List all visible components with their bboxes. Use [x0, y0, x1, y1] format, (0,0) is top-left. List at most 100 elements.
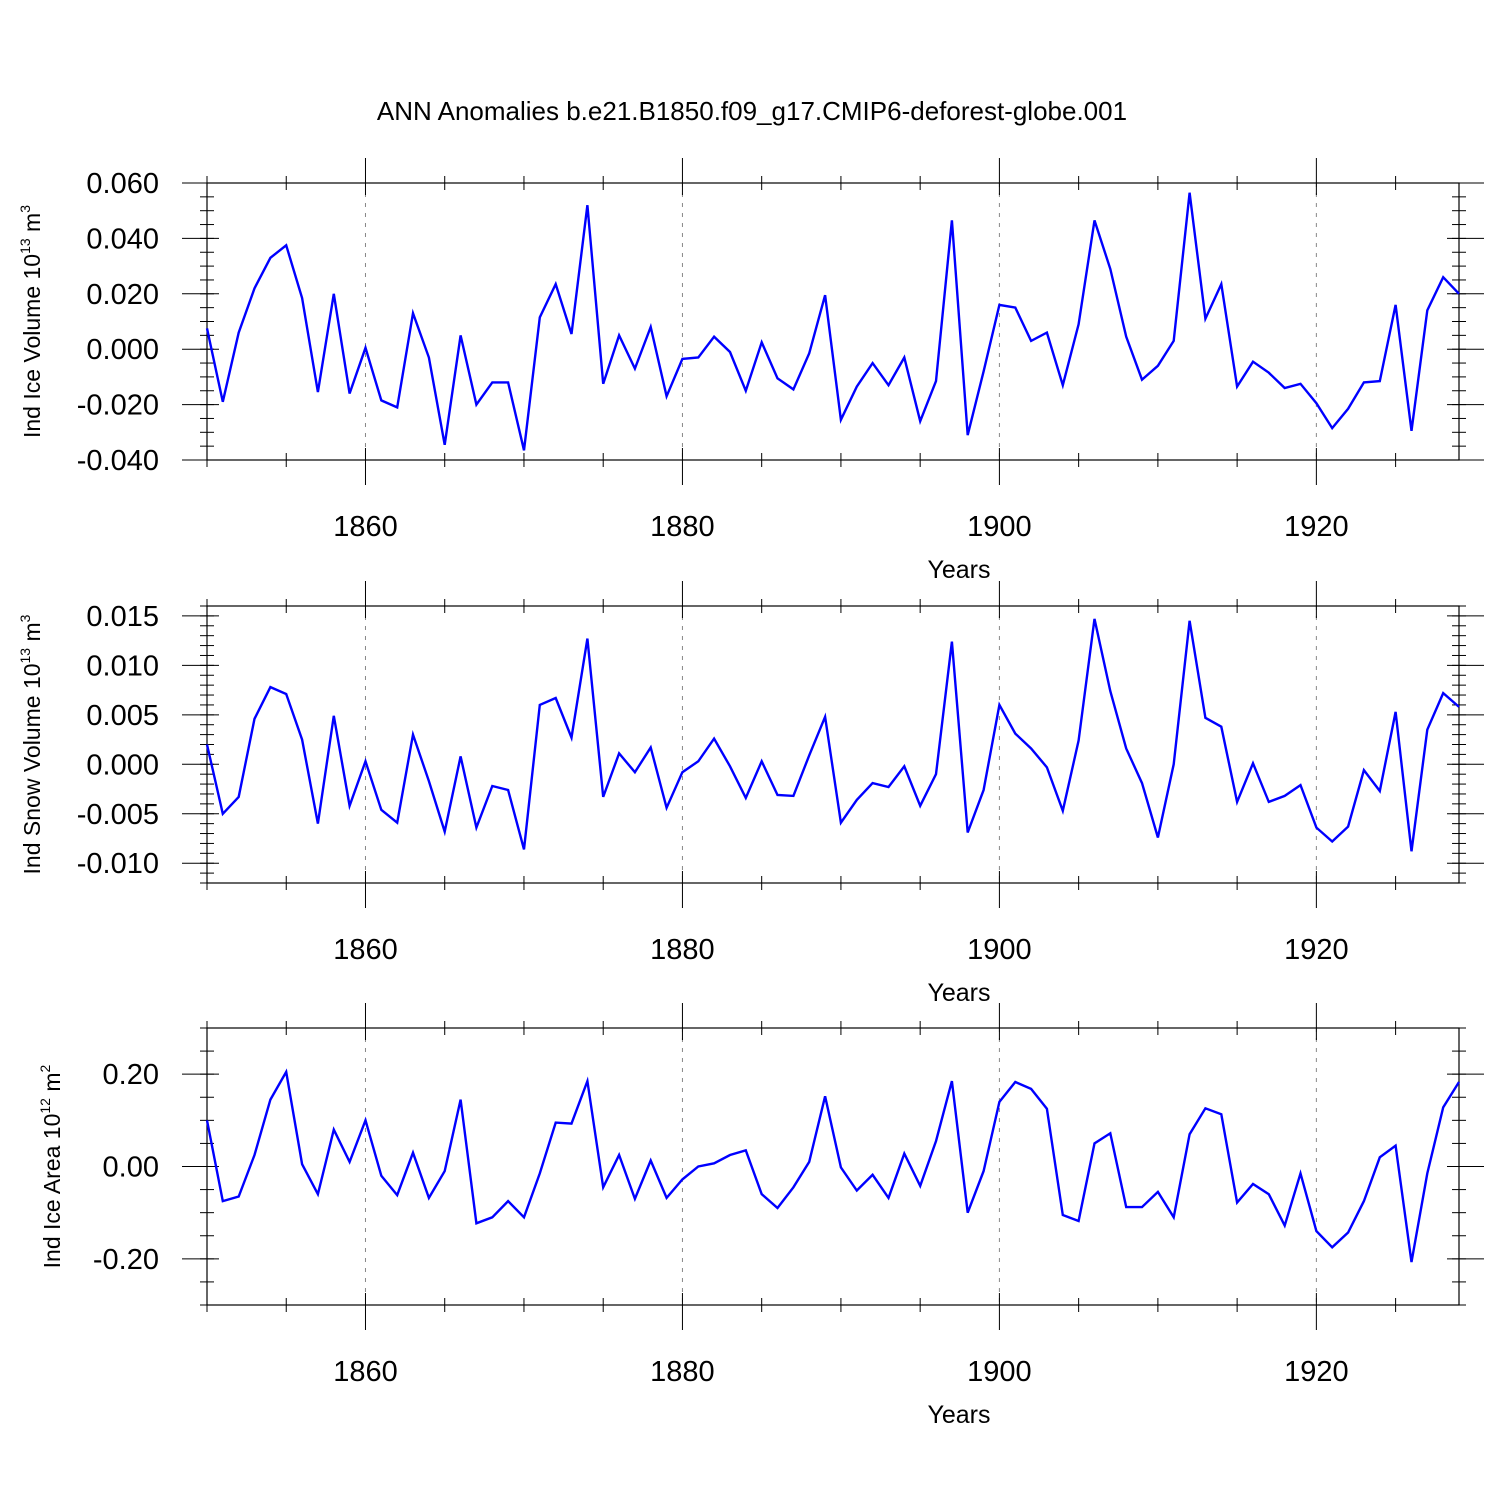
data-point [1379, 380, 1381, 382]
data-point [428, 1197, 430, 1199]
data-point [364, 347, 366, 349]
data-point [951, 219, 953, 221]
data-point [1363, 769, 1365, 771]
data-point [253, 1154, 255, 1156]
data-point [269, 257, 271, 259]
data-point [871, 1174, 873, 1176]
data-point [428, 356, 430, 358]
data-point [222, 813, 224, 815]
y-axis-title: Ind Ice Volume 1013 m3 [17, 205, 45, 438]
data-point [871, 782, 873, 784]
data-point [1077, 323, 1079, 325]
series-line [205, 1068, 1461, 1263]
data-point [1014, 306, 1016, 308]
data-point [602, 383, 604, 385]
data-point [523, 1216, 525, 1218]
data-point [982, 1170, 984, 1172]
x-tick-label: 1860 [333, 1356, 398, 1388]
data-point [1188, 1133, 1190, 1135]
data-point [317, 1193, 319, 1195]
data-point [650, 326, 652, 328]
x-axis-title: Years [927, 979, 990, 1007]
data-point [1379, 1156, 1381, 1158]
y-tick-label: 0.000 [86, 334, 159, 366]
x-tick-label: 1860 [333, 511, 398, 543]
data-point [586, 1080, 588, 1082]
data-point [1030, 1088, 1032, 1090]
data-point [412, 1151, 414, 1153]
data-point [1410, 1261, 1412, 1263]
x-tick-label: 1880 [650, 934, 715, 966]
data-point [1173, 340, 1175, 342]
data-point [903, 1152, 905, 1154]
data-point [459, 1098, 461, 1100]
data-point [745, 390, 747, 392]
data-point [1410, 850, 1412, 852]
data-point [1125, 747, 1127, 749]
data-point [570, 736, 572, 738]
data-point [317, 822, 319, 824]
data-point [840, 1166, 842, 1168]
data-point [1347, 1231, 1349, 1233]
data-point [554, 1121, 556, 1123]
data-point [285, 693, 287, 695]
data-point [1315, 402, 1317, 404]
data-point [1394, 1145, 1396, 1147]
data-point [840, 419, 842, 421]
data-point [1062, 384, 1064, 386]
data-point [285, 244, 287, 246]
data-point [1299, 1172, 1301, 1174]
data-point [665, 807, 667, 809]
data-point [1141, 782, 1143, 784]
y-axis-title-unit-exponent: 2 [37, 1064, 53, 1072]
data-point [729, 1154, 731, 1156]
data-point [1014, 1081, 1016, 1083]
panel-2: 1860 1880 1900 1920 -0.010 -0.005 0.000 0.005 0.… [17, 581, 1484, 1007]
data-point [1062, 1214, 1064, 1216]
data-point [1188, 191, 1190, 193]
data-point [1204, 318, 1206, 320]
y-axis-title-unit: m [19, 213, 45, 239]
y-tick-label: -0.020 [77, 390, 159, 422]
data-point [697, 356, 699, 358]
y-tick-label: -0.010 [77, 848, 159, 880]
data-point [713, 336, 715, 338]
data-point [539, 1172, 541, 1174]
data-point [222, 1200, 224, 1202]
panel-3: 1860 1880 1900 1920 -0.20 0.00 0.20 Years Ind Ic… [37, 1003, 1484, 1429]
data-point [887, 786, 889, 788]
data-point [206, 327, 208, 329]
data-point [681, 1178, 683, 1180]
plot-frame [206, 605, 1460, 884]
data-point [840, 821, 842, 823]
data-point [1093, 618, 1095, 620]
data-point [776, 377, 778, 379]
data-point [729, 765, 731, 767]
data-point [808, 754, 810, 756]
data-point [856, 385, 858, 387]
data-point [1093, 1142, 1095, 1144]
data-point [444, 1170, 446, 1172]
data-point [1204, 1107, 1206, 1109]
y-axis-title-unit: m [39, 1072, 65, 1098]
data-point [1030, 340, 1032, 342]
data-point [380, 399, 382, 401]
data-point [491, 1216, 493, 1218]
data-point [554, 697, 556, 699]
data-point [618, 1154, 620, 1156]
data-point [824, 294, 826, 296]
data-point [681, 358, 683, 360]
data-point [1268, 372, 1270, 374]
data-point [570, 333, 572, 335]
data-point [967, 434, 969, 436]
data-point [269, 1098, 271, 1100]
data-point [1093, 219, 1095, 221]
y-axis-title-unit-exponent: 3 [17, 614, 33, 622]
data-point [237, 1195, 239, 1197]
y-tick-label: 0.00 [103, 1152, 159, 1184]
data-point [681, 771, 683, 773]
data-point [1426, 728, 1428, 730]
y-tick-label: 0.000 [86, 749, 159, 781]
x-tick-label: 1900 [967, 934, 1032, 966]
data-point [1426, 1172, 1428, 1174]
